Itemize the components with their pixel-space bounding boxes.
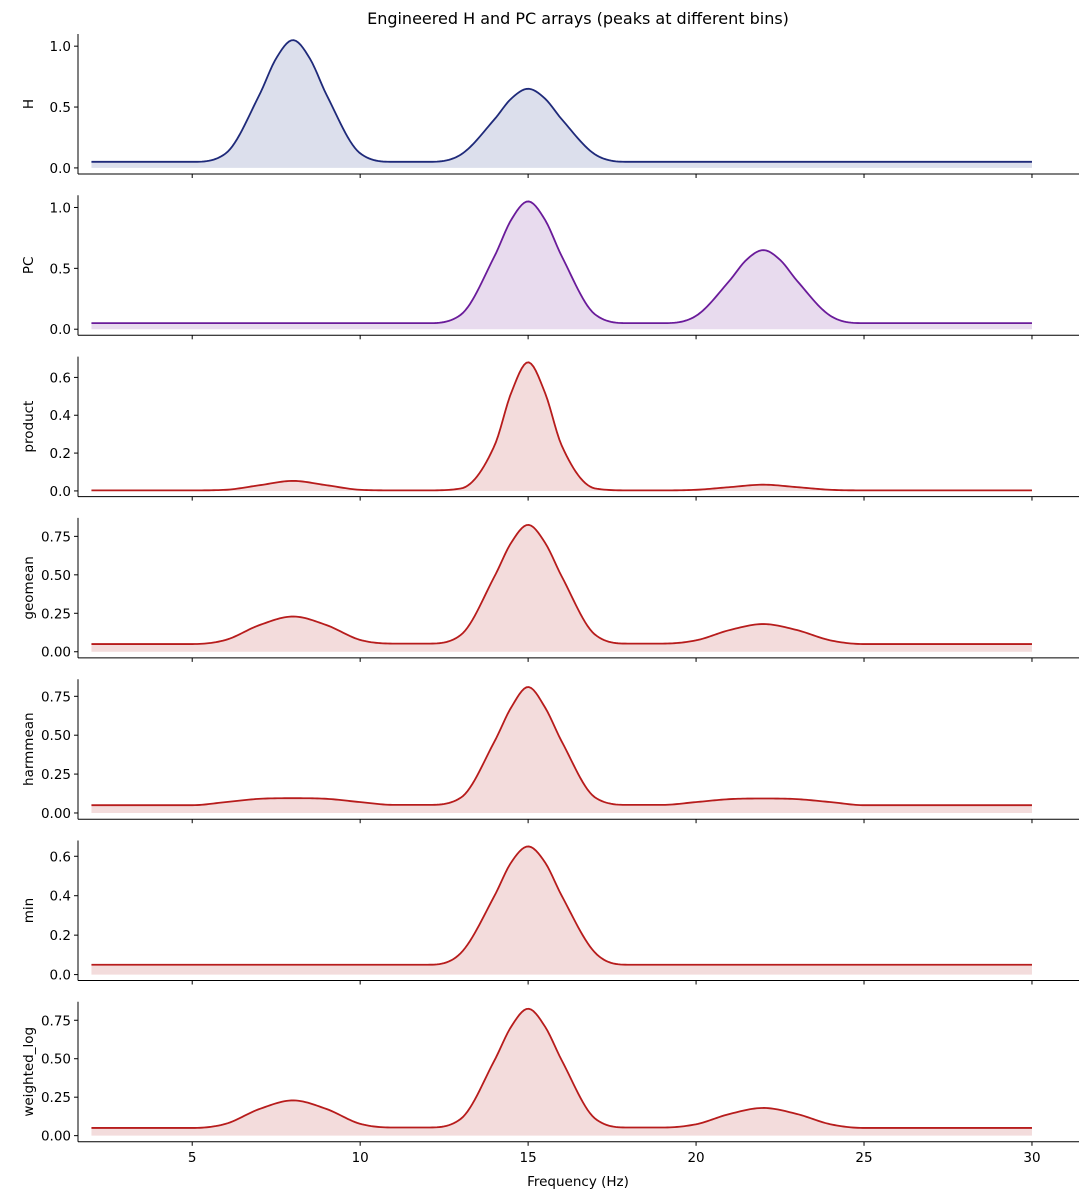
area-fill-geomean	[91, 524, 1032, 652]
area-fill-harmmean	[91, 687, 1032, 813]
x-tick-label: 25	[855, 1150, 872, 1166]
subplot-min: 0.0 0.2 0.4 0.6 min	[21, 840, 1079, 985]
series-line-product	[91, 361, 1032, 492]
y-axis-label: geomean	[21, 556, 37, 619]
subplot-PC: 0.0 0.5 1.0 PC	[21, 195, 1079, 340]
y-tick-label: 0.5	[50, 261, 71, 277]
y-tick-label: 0.75	[41, 1013, 71, 1029]
area-fill-weighted_log	[91, 1008, 1032, 1136]
x-tick-label: 15	[520, 1150, 537, 1166]
area-fill-min	[91, 846, 1032, 975]
x-tick-label: 5	[188, 1150, 197, 1166]
y-tick-label: 0.2	[50, 446, 71, 462]
y-axis-label: min	[21, 898, 37, 923]
y-axis-label: product	[21, 401, 37, 453]
panels: 0.0 0.5 1.0 H 0.0 0.5 1.0 PC 0.0 0.2 0.4 0.6 product…	[21, 34, 1079, 1166]
y-tick-label: 0.00	[41, 1129, 71, 1145]
area-fill-product	[91, 362, 1032, 491]
y-axis-label: weighted_log	[21, 1027, 37, 1117]
y-tick-label: 0.00	[41, 806, 71, 822]
y-tick-label: 0.50	[41, 728, 71, 744]
y-tick-label: 0.4	[50, 889, 71, 905]
y-tick-label: 1.0	[50, 39, 71, 55]
x-tick-label: 10	[352, 1150, 369, 1166]
series-line-geomean	[91, 523, 1032, 645]
y-tick-label: 0.5	[50, 100, 71, 116]
series-line-PC	[91, 200, 1032, 325]
y-axis-label: harmmean	[21, 712, 37, 786]
figure-title: Engineered H and PC arrays (peaks at dif…	[367, 9, 789, 28]
x-tick-label: 30	[1023, 1150, 1040, 1166]
y-tick-label: 0.0	[50, 484, 71, 500]
subplot-H: 0.0 0.5 1.0 H	[21, 34, 1079, 178]
y-tick-label: 0.25	[41, 1090, 71, 1106]
x-axis-label: Frequency (Hz)	[527, 1174, 629, 1190]
y-tick-label: 0.0	[50, 968, 71, 984]
y-axis-label: H	[21, 99, 37, 109]
y-tick-label: 0.0	[50, 161, 71, 177]
subplot-weighted_log: 0.00 0.25 0.50 0.75 5 10 15 20 25 30 weighted_log	[21, 1001, 1079, 1166]
y-tick-label: 0.25	[41, 767, 71, 783]
y-tick-label: 0.0	[50, 322, 71, 338]
y-tick-label: 0.50	[41, 568, 71, 584]
area-fill-PC	[91, 201, 1032, 330]
y-tick-label: 0.6	[50, 849, 71, 865]
y-tick-label: 0.25	[41, 606, 71, 622]
area-fill-H	[91, 40, 1032, 168]
y-tick-label: 0.50	[41, 1052, 71, 1068]
subplot-product: 0.0 0.2 0.4 0.6 product	[21, 356, 1079, 501]
y-tick-label: 0.4	[50, 408, 71, 424]
y-axis-label: PC	[21, 257, 37, 275]
series-line-weighted_log	[91, 1007, 1032, 1129]
x-tick-label: 20	[687, 1150, 704, 1166]
y-tick-label: 1.0	[50, 200, 71, 216]
y-tick-label: 0.75	[41, 689, 71, 705]
y-tick-label: 0.75	[41, 529, 71, 545]
y-tick-label: 0.2	[50, 928, 71, 944]
series-line-H	[91, 39, 1032, 163]
y-tick-label: 0.6	[50, 370, 71, 386]
series-line-min	[91, 845, 1032, 966]
series-line-harmmean	[91, 686, 1032, 807]
y-tick-label: 0.00	[41, 645, 71, 661]
